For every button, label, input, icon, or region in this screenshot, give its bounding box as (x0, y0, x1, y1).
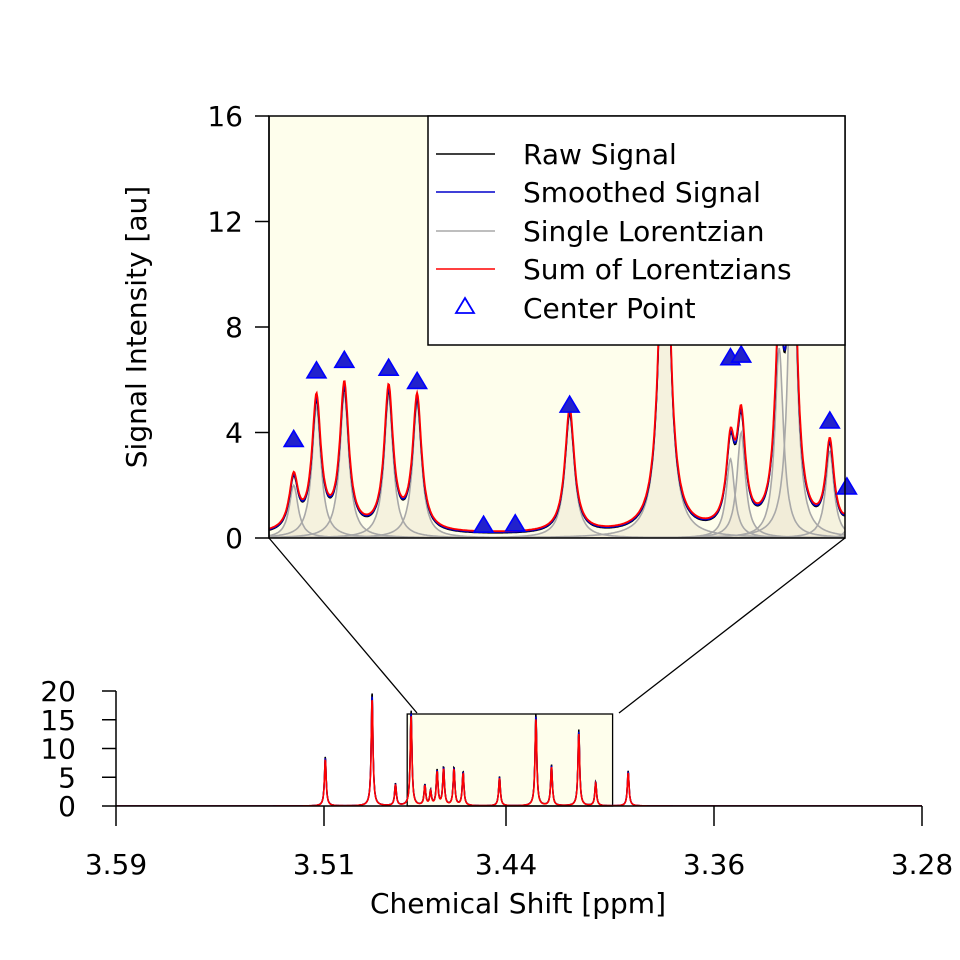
center-point-9 (730, 344, 753, 363)
center-point-2 (333, 349, 356, 369)
overview-y-tick-label-3: 15 (40, 704, 76, 737)
legend: Raw Signal Smoothed Signal Single Lorent… (427, 115, 846, 346)
overview-x-tick-label-0: 3.59 (85, 848, 147, 881)
center-point-5 (472, 514, 495, 533)
overview-x-axis-title: Chemical Shift [ppm] (370, 887, 666, 920)
zoom-y-tick-label-3: 12 (207, 206, 243, 239)
center-point-11 (835, 476, 858, 495)
center-point-6 (504, 513, 527, 532)
overview-x-tick-label-4: 3.28 (891, 848, 953, 881)
zoom-connector-left (268, 537, 418, 714)
legend-label-single: Single Lorentzian (523, 215, 764, 248)
overview-x-tick-label-2: 3.44 (475, 848, 537, 881)
legend-swatch-center-triangle (454, 296, 476, 314)
center-points (282, 344, 858, 533)
overview-y-tick-label-4: 20 (40, 675, 76, 708)
single-lorentzian-fill-7 (269, 459, 845, 538)
overview-y-tick-label-2: 10 (40, 733, 76, 766)
zoom-curves (269, 116, 845, 534)
zoom-y-tick-label-0: 0 (225, 522, 243, 555)
center-point-0 (282, 428, 305, 448)
overview-x-tick-label-1: 3.51 (293, 848, 355, 881)
sum-of-lorentzians-line (269, 116, 845, 533)
zoom-y-tick-label-4: 16 (207, 100, 243, 133)
overview-y-tick-label-0: 0 (58, 790, 76, 823)
overview-x-axis: 3.59 3.51 3.44 3.36 3.28 (85, 805, 953, 881)
center-point-1 (305, 360, 328, 379)
legend-label-center: Center Point (523, 292, 696, 325)
zoom-connectors (268, 537, 846, 714)
overview-x-tick-label-3: 3.36 (683, 848, 745, 881)
overview-y-tick-label-1: 5 (58, 761, 76, 794)
legend-label-smoothed: Smoothed Signal (523, 176, 761, 209)
zoom-y-axis: 0 4 8 12 16 (207, 100, 270, 555)
center-point-4 (406, 370, 429, 390)
single-lorentzian-fill-4 (269, 403, 845, 538)
legend-box (427, 115, 846, 346)
legend-label-sum: Sum of Lorentzians (523, 253, 792, 286)
center-point-10 (818, 410, 841, 429)
single-lorentzian-fill-3 (269, 396, 845, 538)
center-point-7 (558, 394, 581, 413)
legend-label-raw: Raw Signal (523, 138, 677, 171)
single-lorentzian-fill-10 (269, 208, 845, 538)
zoom-connector-right (618, 537, 846, 714)
zoom-y-axis-title: Signal Intensity [au] (120, 186, 153, 468)
zoom-y-tick-label-2: 8 (225, 311, 243, 344)
zoom-y-tick-label-1: 4 (225, 417, 243, 450)
zoom-panel: 0 4 8 12 16 Signal Intensity [au] Raw Signal… (120, 100, 858, 555)
center-point-3 (377, 357, 400, 377)
